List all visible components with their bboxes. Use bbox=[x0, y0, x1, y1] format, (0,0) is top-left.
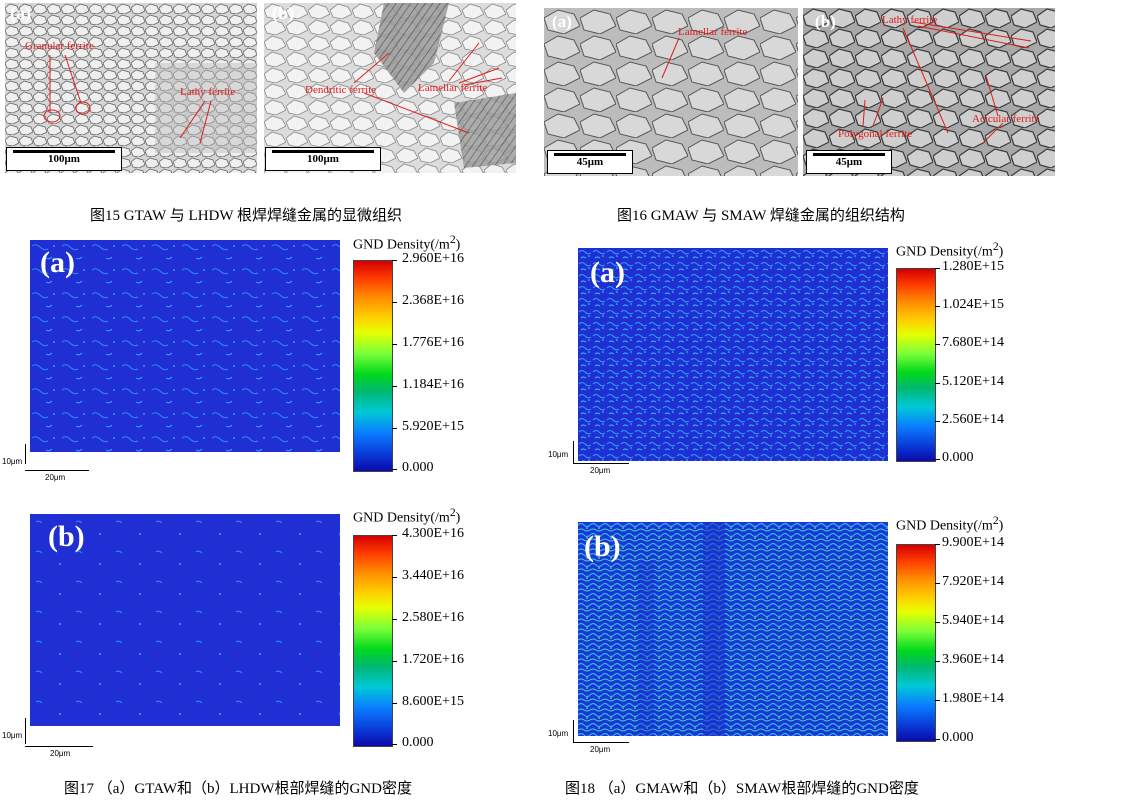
fig17-b-scale-h-label: 20μm bbox=[50, 749, 71, 758]
annotation-lathy-ferrite: Lathy ferrite bbox=[180, 86, 236, 98]
fig16-b-scale-bar: 45μm bbox=[806, 150, 892, 174]
fig16-micrograph-b bbox=[803, 8, 1055, 176]
annotation-lamellar-ferrite: Lamellar ferrite bbox=[418, 82, 488, 94]
fig17-a-scale-horizontal bbox=[25, 470, 89, 471]
fig18-gnd-map-a bbox=[578, 248, 888, 461]
annotation-acicular-ferrite: Acicular ferrite bbox=[972, 113, 1040, 125]
tick-label: 0.000 bbox=[942, 450, 974, 465]
fig17-gnd-map-b bbox=[30, 514, 340, 726]
fig17-panel-b-label: (b) bbox=[48, 520, 85, 553]
fig16-a-scale-bar: 45μm bbox=[547, 150, 633, 174]
fig17-b-scale-horizontal bbox=[25, 746, 93, 747]
tick-label: 1.280E+15 bbox=[942, 259, 1004, 274]
fig15-b-scale-bar: 100μm bbox=[265, 147, 381, 171]
tick-label: 8.600E+15 bbox=[402, 694, 464, 709]
fig16-panel-a-label: (a) bbox=[552, 12, 572, 31]
fig17-a-scale-h-label: 20μm bbox=[45, 473, 66, 482]
fig15-panel-b-label: (b) bbox=[272, 3, 294, 23]
tick-label: 5.940E+14 bbox=[942, 613, 1004, 628]
fig18-b-colorbar bbox=[896, 544, 936, 742]
tick-label: 1.184E+16 bbox=[402, 377, 464, 392]
fig17-a-colorbar-title: GND Density(/m2) bbox=[353, 233, 461, 253]
annotation-lathy-ferrite-16b: Lathy ferrite bbox=[882, 14, 938, 26]
tick-label: 4.300E+16 bbox=[402, 526, 464, 541]
fig15-panel-a-label: (a) bbox=[10, 3, 31, 23]
tick-label: 1.024E+15 bbox=[942, 297, 1004, 312]
tick-label: 0.000 bbox=[942, 730, 974, 745]
fig18-a-colorbar-title: GND Density(/m2) bbox=[896, 240, 1004, 260]
tick-label: 7.920E+14 bbox=[942, 574, 1004, 589]
fig16-panel-b-label: (b) bbox=[815, 12, 836, 31]
fig18-a-colorbar bbox=[896, 268, 936, 462]
fig18-b-scale-horizontal bbox=[573, 742, 629, 743]
tick-label: 7.680E+14 bbox=[942, 335, 1004, 350]
tick-label: 1.720E+16 bbox=[402, 652, 464, 667]
fig15-micrograph-a bbox=[5, 3, 257, 173]
fig17-gnd-map-a bbox=[30, 240, 340, 452]
fig18-panel-a-label: (a) bbox=[590, 256, 625, 289]
fig18-gnd-map-b bbox=[578, 522, 888, 736]
fig17-b-colorbar-title: GND Density(/m2) bbox=[353, 506, 461, 526]
fig17-panel-a-label: (a) bbox=[40, 246, 75, 279]
fig17-a-colorbar bbox=[353, 260, 393, 472]
tick-label: 9.900E+14 bbox=[942, 535, 1004, 550]
fig18-panel-b-label: (b) bbox=[584, 530, 621, 563]
annotation-lamellar-ferrite-16a: Lamellar ferrite bbox=[678, 26, 748, 38]
fig18-b-scale-v-label: 10μm bbox=[548, 729, 569, 738]
tick-label: 0.000 bbox=[402, 735, 434, 750]
fig18-caption: 图18 （a）GMAW和（b）SMAW根部焊缝的GND密度 bbox=[565, 781, 919, 797]
fig16-micrograph-a bbox=[544, 8, 798, 176]
fig16-caption: 图16 GMAW 与 SMAW 焊缝金属的组织结构 bbox=[617, 208, 905, 224]
tick-label: 2.960E+16 bbox=[402, 251, 464, 266]
tick-label: 3.960E+14 bbox=[942, 652, 1004, 667]
fig17-a-scale-vertical bbox=[25, 444, 26, 464]
fig15-caption: 图15 GTAW 与 LHDW 根焊焊缝金属的显微组织 bbox=[90, 208, 403, 224]
tick-label: 1.776E+16 bbox=[402, 335, 464, 350]
fig18-b-scale-vertical bbox=[573, 720, 574, 742]
fig15-a-arrows bbox=[43, 54, 212, 144]
tick-label: 2.580E+16 bbox=[402, 610, 464, 625]
fig17-b-scale-v-label: 10μm bbox=[2, 731, 23, 740]
fig18-a-scale-vertical bbox=[573, 441, 574, 463]
tick-label: 2.560E+14 bbox=[942, 412, 1004, 427]
annotation-dendritic-ferrite: Dendritic ferrite bbox=[305, 84, 377, 96]
fig18-a-scale-v-label: 10μm bbox=[548, 450, 569, 459]
fig18-a-scale-h-label: 20μm bbox=[590, 466, 611, 475]
annotation-polygonal-ferrite: Polygonal ferrite bbox=[838, 128, 913, 140]
fig16-b-arrows bbox=[862, 21, 1032, 144]
annotation-granular-ferrite: Granular ferrite bbox=[25, 40, 94, 52]
fig15-b-arrows bbox=[353, 42, 503, 134]
fig18-b-scale-h-label: 20μm bbox=[590, 745, 611, 754]
tick-label: 0.000 bbox=[402, 460, 434, 475]
fig17-caption: 图17 （a）GTAW和（b）LHDW根部焊缝的GND密度 bbox=[64, 781, 412, 797]
fig16-a-arrows bbox=[661, 37, 680, 79]
fig18-b-colorbar-title: GND Density(/m2) bbox=[896, 514, 1004, 534]
fig17-a-scale-v-label: 10μm bbox=[2, 457, 23, 466]
fig15-micrograph-b bbox=[264, 3, 516, 173]
fig15-a-scale-bar: 100μm bbox=[6, 147, 122, 171]
fig18-a-scale-horizontal bbox=[573, 463, 629, 464]
fig17-b-scale-vertical bbox=[25, 718, 26, 744]
tick-label: 3.440E+16 bbox=[402, 568, 464, 583]
tick-label: 5.920E+15 bbox=[402, 419, 464, 434]
tick-label: 5.120E+14 bbox=[942, 374, 1004, 389]
tick-label: 1.980E+14 bbox=[942, 691, 1004, 706]
tick-label: 2.368E+16 bbox=[402, 293, 464, 308]
fig17-b-colorbar bbox=[353, 535, 393, 747]
